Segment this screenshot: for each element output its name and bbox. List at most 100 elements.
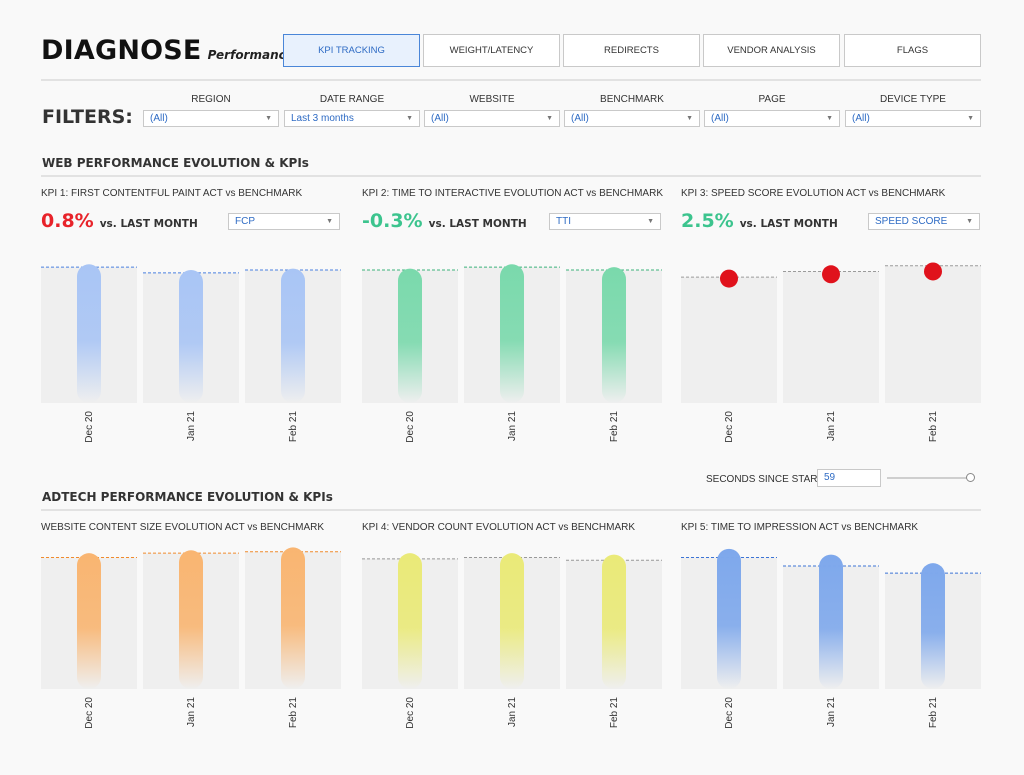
benchmark-area — [681, 277, 777, 403]
data-bar — [77, 264, 101, 403]
filter-label: PAGE — [758, 94, 786, 105]
x-tick-label: Feb 21 — [928, 411, 939, 443]
metric-select[interactable]: FCP ▼ — [228, 213, 340, 230]
kpi-panel-fcp: KPI 1: FIRST CONTENTFUL PAINT ACT vs BEN… — [41, 188, 341, 458]
benchmark-area — [885, 265, 981, 403]
data-bar — [921, 563, 945, 689]
select-value: TTI — [556, 216, 571, 227]
caret-down-icon: ▼ — [647, 218, 654, 225]
page-subtitle: Performance — [207, 48, 294, 62]
x-tick-label: Dec 20 — [405, 411, 416, 443]
kpi-panel-speed-score: KPI 3: SPEED SCORE EVOLUTION ACT vs BENC… — [681, 188, 981, 458]
filter-label: DEVICE TYPE — [880, 94, 946, 105]
data-point — [720, 269, 738, 288]
seconds-since-start-label: SECONDS SINCE START — [706, 474, 824, 485]
filter-benchmark: BENCHMARK (All) ▼ — [564, 94, 700, 127]
data-point — [822, 265, 840, 284]
vendor-count-chart: Dec 20 Jan 21 Feb 21 — [362, 553, 662, 729]
filter-label: BENCHMARK — [600, 94, 664, 105]
x-tick-label: Jan 21 — [826, 697, 837, 727]
caret-down-icon: ▼ — [826, 115, 833, 122]
tab-vendor-analysis[interactable]: VENDOR ANALYSIS — [703, 34, 840, 67]
x-tick-label: Dec 20 — [724, 411, 735, 443]
data-bar — [398, 553, 422, 689]
seconds-slider-track[interactable] — [887, 477, 973, 479]
seconds-since-start-input[interactable]: 59 — [817, 469, 881, 487]
filter-region: REGION (All) ▼ — [143, 94, 279, 127]
x-tick-label: Dec 20 — [84, 697, 95, 729]
caret-down-icon: ▼ — [406, 115, 413, 122]
tab-weight-latency[interactable]: WEIGHT/LATENCY — [423, 34, 560, 67]
caret-down-icon: ▼ — [686, 115, 693, 122]
time-to-impression-chart: Dec 20 Jan 21 Feb 21 — [681, 548, 981, 729]
caret-down-icon: ▼ — [326, 218, 333, 225]
content-size-chart: Dec 20 Jan 21 Feb 21 — [41, 547, 341, 729]
metric-select[interactable]: SPEED SCORE ▼ — [868, 213, 980, 230]
device-type-select[interactable]: (All) ▼ — [845, 110, 981, 127]
select-value: (All) — [431, 113, 449, 124]
kpi-value: 0.8% — [41, 210, 94, 232]
data-bar — [77, 553, 101, 689]
data-bar — [500, 553, 524, 689]
select-value: (All) — [711, 113, 729, 124]
panel-title: KPI 3: SPEED SCORE EVOLUTION ACT vs BENC… — [681, 188, 946, 199]
page-select[interactable]: (All) ▼ — [704, 110, 840, 127]
data-bar — [819, 554, 843, 689]
data-bar — [717, 548, 741, 689]
x-tick-label: Jan 21 — [507, 411, 518, 441]
x-tick-label: Feb 21 — [609, 697, 620, 729]
x-tick-label: Feb 21 — [288, 411, 299, 443]
kpi-panel-tti: KPI 2: TIME TO INTERACTIVE EVOLUTION ACT… — [362, 188, 663, 458]
metric-select[interactable]: TTI ▼ — [549, 213, 661, 230]
kpi-delta: -0.3% vs. LAST MONTH — [362, 210, 527, 232]
app-title-block: DIAGNOSE Performance — [41, 35, 294, 66]
kpi-vs-label: vs. LAST MONTH — [99, 218, 198, 230]
region-select[interactable]: (All) ▼ — [143, 110, 279, 127]
web-section-title: WEB PERFORMANCE EVOLUTION & KPIs — [42, 156, 309, 170]
kpi-delta: 0.8% vs. LAST MONTH — [41, 210, 198, 232]
filter-label: WEBSITE — [469, 94, 515, 105]
seconds-slider-thumb[interactable] — [965, 473, 975, 482]
select-value: FCP — [235, 216, 255, 227]
select-value: (All) — [571, 113, 589, 124]
web-section-divider — [41, 175, 981, 177]
tab-redirects[interactable]: REDIRECTS — [563, 34, 700, 67]
caret-down-icon: ▼ — [966, 218, 973, 225]
fcp-chart: Dec 20 Jan 21 Feb 21 — [41, 264, 341, 443]
x-tick-label: Jan 21 — [186, 697, 197, 727]
panel-title: KPI 4: VENDOR COUNT EVOLUTION ACT vs BEN… — [362, 522, 636, 533]
kpi-panel-content-size: WEBSITE CONTENT SIZE EVOLUTION ACT vs BE… — [41, 522, 341, 762]
benchmark-select[interactable]: (All) ▼ — [564, 110, 700, 127]
filter-date-range: DATE RANGE Last 3 months ▼ — [284, 94, 420, 127]
tab-flags[interactable]: FLAGS — [844, 34, 981, 67]
select-value: (All) — [150, 113, 168, 124]
data-bar — [281, 547, 305, 689]
header-divider — [41, 79, 981, 81]
x-tick-label: Jan 21 — [826, 411, 837, 441]
data-bar — [398, 268, 422, 403]
filter-page: PAGE (All) ▼ — [704, 94, 840, 127]
panel-title: WEBSITE CONTENT SIZE EVOLUTION ACT vs BE… — [41, 522, 325, 533]
page-title: DIAGNOSE — [41, 35, 202, 66]
filter-label: REGION — [191, 94, 231, 105]
panel-title: KPI 1: FIRST CONTENTFUL PAINT ACT vs BEN… — [41, 188, 303, 199]
caret-down-icon: ▼ — [967, 115, 974, 122]
date-range-select[interactable]: Last 3 months ▼ — [284, 110, 420, 127]
select-value: (All) — [852, 113, 870, 124]
tab-kpi-tracking[interactable]: KPI TRACKING — [283, 34, 420, 67]
kpi-value: -0.3% — [362, 210, 423, 232]
data-bar — [179, 550, 203, 689]
kpi-delta: 2.5% vs. LAST MONTH — [681, 210, 838, 232]
kpi-panel-time-to-impression: KPI 5: TIME TO IMPRESSION ACT vs BENCHMA… — [681, 522, 981, 762]
kpi-value: 2.5% — [681, 210, 734, 232]
data-bar — [602, 554, 626, 689]
data-bar — [500, 264, 524, 403]
website-select[interactable]: (All) ▼ — [424, 110, 560, 127]
filters-label: FILTERS: — [42, 106, 133, 128]
select-value: SPEED SCORE — [875, 216, 948, 227]
adtech-section-divider — [41, 509, 981, 511]
tti-chart: Dec 20 Jan 21 Feb 21 — [362, 264, 662, 443]
x-tick-label: Jan 21 — [507, 697, 518, 727]
caret-down-icon: ▼ — [546, 115, 553, 122]
kpi-vs-label: vs. LAST MONTH — [739, 218, 838, 230]
